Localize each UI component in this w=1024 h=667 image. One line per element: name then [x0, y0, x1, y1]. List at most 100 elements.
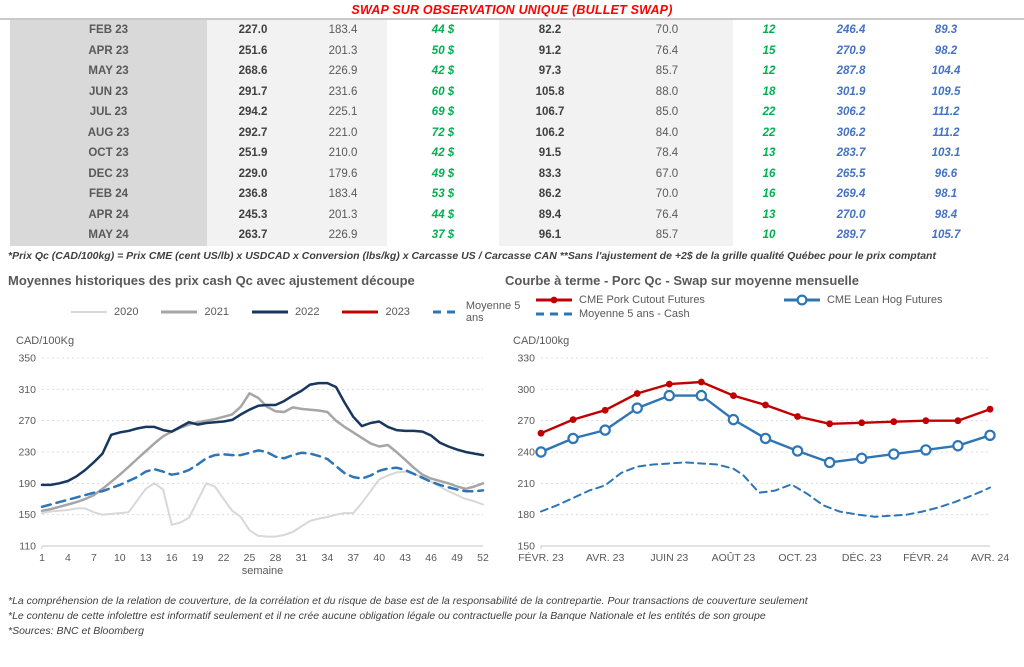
value-cell: 291.7 [207, 81, 299, 102]
svg-text:19: 19 [192, 552, 204, 564]
legend-swatch-icon [251, 310, 288, 313]
chart-forward-curve: Courbe à terme - Porc Qc - Swap sur moye… [495, 273, 1014, 582]
svg-text:43: 43 [399, 552, 411, 564]
value-cell: 37 $ [387, 225, 499, 246]
value-cell: 226.9 [299, 61, 387, 82]
table-row: APR 23 251.6 201.3 50 $91.2 76.4 15 270.9 98.2 [10, 40, 995, 61]
month-cell: MAY 23 [10, 61, 207, 82]
svg-text:190: 190 [18, 477, 36, 489]
value-cell: 15 [733, 40, 805, 61]
value-cell: 98.4 [897, 204, 995, 225]
legend-item-cme-pork-cutout-futures: CME Pork Cutout Futures [535, 294, 705, 306]
value-cell: 294.2 [207, 102, 299, 123]
value-cell: 42 $ [387, 143, 499, 164]
value-cell: 22 [733, 102, 805, 123]
svg-text:270: 270 [517, 415, 535, 427]
value-cell: 283.7 [805, 143, 897, 164]
chart-right-legend-row1: CME Pork Cutout Futures CME Lean Hog Futu… [535, 294, 1014, 306]
value-cell: 105.7 [897, 225, 995, 246]
value-cell: 85.0 [601, 102, 733, 123]
month-cell: MAY 24 [10, 225, 207, 246]
svg-text:210: 210 [517, 477, 535, 489]
value-cell: 70.0 [601, 20, 733, 41]
value-cell: 226.9 [299, 225, 387, 246]
svg-text:49: 49 [451, 552, 463, 564]
month-cell: FEB 23 [10, 20, 207, 41]
value-cell: 109.5 [897, 81, 995, 102]
value-cell: 289.7 [805, 225, 897, 246]
value-cell: 236.8 [207, 184, 299, 205]
chart-left-unit-label: CAD/100Kg [16, 334, 75, 347]
month-cell: APR 23 [10, 40, 207, 61]
value-cell: 104.4 [897, 61, 995, 82]
footnote-line: *Le contenu de cette infolettre est info… [8, 609, 766, 622]
value-cell: 69 $ [387, 102, 499, 123]
footnote-line: *La compréhension de la relation de couv… [8, 594, 808, 607]
charts-section: Moyennes historiques des prix cash Qc av… [0, 273, 1024, 582]
value-cell: 70.0 [601, 184, 733, 205]
legend-swatch-icon [783, 293, 820, 306]
legend-label: 2020 [114, 305, 139, 318]
value-cell: 227.0 [207, 20, 299, 41]
legend-label: 2023 [385, 305, 410, 318]
month-cell: APR 24 [10, 204, 207, 225]
month-cell: DEC 23 [10, 163, 207, 184]
svg-text:semaine: semaine [242, 565, 284, 577]
legend-swatch-icon [536, 312, 572, 315]
value-cell: 72 $ [387, 122, 499, 143]
value-cell: 91.5 [499, 143, 601, 164]
legend-item-2021: 2021 [160, 305, 229, 318]
value-cell: 306.2 [805, 102, 897, 123]
svg-text:10: 10 [114, 552, 126, 564]
svg-text:37: 37 [347, 552, 359, 564]
svg-text:240: 240 [517, 446, 535, 458]
value-cell: 10 [733, 225, 805, 246]
swap-table: FEB 23 227.0 183.4 44 $82.2 70.0 12 246.4 89.3 A… [10, 20, 995, 246]
value-cell: 22 [733, 122, 805, 143]
value-cell: 268.6 [207, 61, 299, 82]
value-cell: 88.0 [601, 81, 733, 102]
table-row: OCT 23 251.9 210.0 42 $91.5 78.4 13 283.7 103.1 [10, 143, 995, 164]
svg-text:1: 1 [39, 552, 45, 564]
svg-text:22: 22 [218, 552, 230, 564]
svg-text:13: 13 [140, 552, 152, 564]
value-cell: 245.3 [207, 204, 299, 225]
value-cell: 111.2 [897, 102, 995, 123]
value-cell: 16 [733, 163, 805, 184]
value-cell: 16 [733, 184, 805, 205]
value-cell: 183.4 [299, 184, 387, 205]
legend-swatch-icon [161, 310, 198, 313]
value-cell: 67.0 [601, 163, 733, 184]
svg-text:7: 7 [91, 552, 97, 564]
svg-text:300: 300 [517, 383, 535, 395]
table-row: MAY 23 268.6 226.9 42 $97.3 85.7 12 287.8 104.4 [10, 61, 995, 82]
value-cell: 246.4 [805, 20, 897, 41]
legend-label: 2021 [204, 305, 229, 318]
value-cell: 251.9 [207, 143, 299, 164]
divider [0, 18, 1024, 20]
svg-text:150: 150 [517, 540, 535, 552]
value-cell: 292.7 [207, 122, 299, 143]
value-cell: 60 $ [387, 81, 499, 102]
value-cell: 263.7 [207, 225, 299, 246]
value-cell: 83.3 [499, 163, 601, 184]
legend-label: CME Pork Cutout Futures [579, 293, 705, 306]
value-cell: 91.2 [499, 40, 601, 61]
value-cell: 44 $ [387, 204, 499, 225]
table-footnote: *Prix Qc (CAD/100kg) = Prix CME (cent US… [8, 249, 936, 262]
value-cell: 106.7 [499, 102, 601, 123]
svg-text:46: 46 [425, 552, 437, 564]
table-row: MAY 24 263.7 226.9 37 $96.1 85.7 10 289.7 105.7 [10, 225, 995, 246]
svg-text:31: 31 [296, 552, 308, 564]
table-row: JUL 23 294.2 225.1 69 $106.7 85.0 22 306.2 111.… [10, 102, 995, 123]
svg-text:180: 180 [517, 509, 535, 521]
value-cell: 84.0 [601, 122, 733, 143]
value-cell: 269.4 [805, 184, 897, 205]
svg-text:25: 25 [244, 552, 256, 564]
svg-text:52: 52 [477, 552, 489, 564]
value-cell: 231.6 [299, 81, 387, 102]
value-cell: 76.4 [601, 204, 733, 225]
value-cell: 306.2 [805, 122, 897, 143]
month-cell: FEB 24 [10, 184, 207, 205]
